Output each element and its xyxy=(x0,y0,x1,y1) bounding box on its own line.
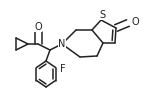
Text: S: S xyxy=(99,10,105,20)
Text: F: F xyxy=(60,64,65,74)
Text: O: O xyxy=(34,22,42,32)
Text: O: O xyxy=(131,17,139,27)
Text: N: N xyxy=(58,39,66,49)
